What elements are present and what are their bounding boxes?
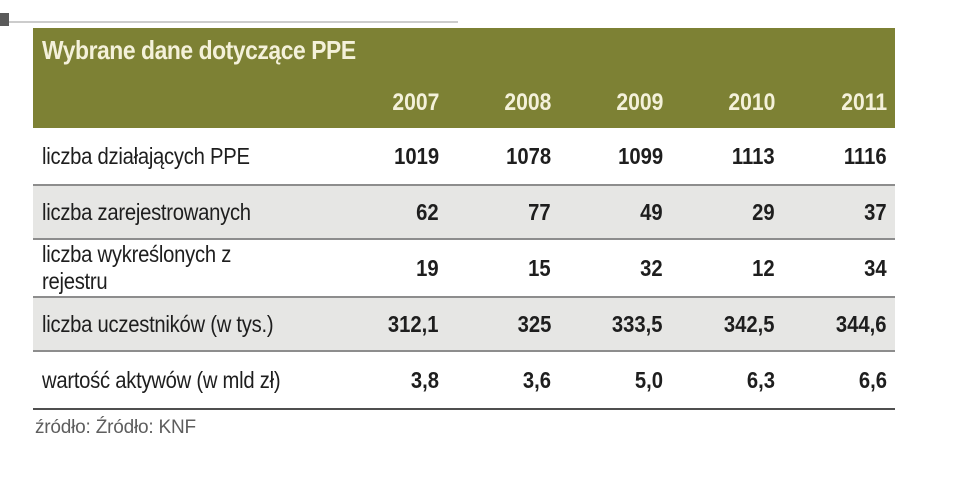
row-label: liczba zarejestrowanych [33,186,335,238]
table-row: liczba działających PPE 1019 1078 1099 1113 1… [33,128,895,184]
row-value-text: 1078 [505,142,551,169]
row-value-text: 344,6 [836,310,887,337]
row-label-text: liczba zarejestrowanych [42,198,251,225]
row-value-text: 29 [752,198,775,225]
row-value: 34 [783,240,895,296]
source-note: źródło: Źródło: KNF [33,417,895,439]
row-value: 1113 [671,128,783,184]
row-value: 62 [335,186,447,238]
table-row: liczba wykreślonych z rejestru 19 15 32 12 34 [33,240,895,296]
row-value-text: 6,6 [858,366,887,393]
year-header-text: 2008 [504,89,551,116]
row-label-text: liczba wykreślonych z rejestru [42,241,232,294]
table-row: liczba zarejestrowanych 62 77 49 29 37 [33,184,895,240]
row-value: 1116 [783,128,895,184]
row-value: 1099 [559,128,671,184]
row-value-text: 5,0 [634,366,663,393]
row-value: 77 [447,186,559,238]
row-value-text: 34 [864,254,887,281]
row-value-text: 325 [517,310,551,337]
row-value-text: 6,3 [746,366,775,393]
ppe-data-table: Wybrane dane dotyczące PPE 2007 2008 2009 2… [33,28,895,439]
row-value: 3,8 [335,352,447,408]
table-body: liczba działających PPE 1019 1078 1099 1113 1… [33,128,895,410]
year-header-row: 2007 2008 2009 2010 2011 [33,89,895,128]
row-value: 49 [559,186,671,238]
row-value: 29 [671,186,783,238]
year-header: 2009 [559,89,671,117]
row-value: 6,3 [671,352,783,408]
row-label-text: liczba uczestników (w tys.) [42,310,274,337]
row-value-text: 19 [416,254,439,281]
year-header: 2008 [447,89,559,117]
year-header-text: 2009 [616,89,663,116]
row-value: 3,6 [447,352,559,408]
row-value: 37 [783,186,895,238]
row-value-text: 312,1 [388,310,439,337]
row-value: 342,5 [671,298,783,350]
year-header-text: 2010 [728,89,775,116]
row-label: liczba działających PPE [33,128,335,184]
row-value: 1078 [447,128,559,184]
table-title-text: Wybrane dane dotyczące PPE [42,35,356,65]
row-value-text: 49 [640,198,663,225]
table-row: wartość aktywów (w mld zł) 3,8 3,6 5,0 6,3 6,… [33,352,895,408]
row-value-text: 333,5 [612,310,663,337]
row-label: liczba wykreślonych z rejestru [33,240,335,296]
row-value-text: 77 [528,198,551,225]
year-header: 2007 [335,89,447,117]
source-note-text: źródło: Źródło: KNF [35,417,196,438]
year-header: 2010 [671,89,783,117]
table-title: Wybrane dane dotyczące PPE [33,28,895,66]
top-divider [0,21,458,23]
row-value: 1019 [335,128,447,184]
year-header-spacer [33,89,335,117]
row-value: 5,0 [559,352,671,408]
row-value-text: 15 [528,254,551,281]
row-value-text: 1099 [617,142,663,169]
row-value: 333,5 [559,298,671,350]
row-value: 6,6 [783,352,895,408]
row-label: wartość aktywów (w mld zł) [33,352,335,408]
row-value-text: 1116 [844,142,887,169]
row-label-text: liczba działających PPE [42,142,250,169]
row-label-text: wartość aktywów (w mld zł) [42,366,281,393]
row-value: 32 [559,240,671,296]
row-value: 312,1 [335,298,447,350]
row-value-text: 1019 [393,142,439,169]
row-value-text: 12 [752,254,775,281]
table-header: Wybrane dane dotyczące PPE 2007 2008 2009 2… [33,28,895,128]
row-value-text: 3,6 [522,366,551,393]
row-value-text: 37 [864,198,887,225]
row-value: 12 [671,240,783,296]
year-header-text: 2007 [392,89,439,116]
row-value-text: 1113 [732,142,775,169]
year-header: 2011 [783,89,895,117]
row-value: 15 [447,240,559,296]
row-value: 19 [335,240,447,296]
row-value-text: 62 [416,198,439,225]
table-row: liczba uczestników (w tys.) 312,1 325 333,5… [33,296,895,352]
row-value: 325 [447,298,559,350]
year-header-text: 2011 [841,89,887,116]
row-value-text: 3,8 [410,366,439,393]
row-label: liczba uczestników (w tys.) [33,298,335,350]
edge-artifact [0,13,9,26]
row-value-text: 32 [640,254,663,281]
row-value: 344,6 [783,298,895,350]
row-value-text: 342,5 [724,310,775,337]
